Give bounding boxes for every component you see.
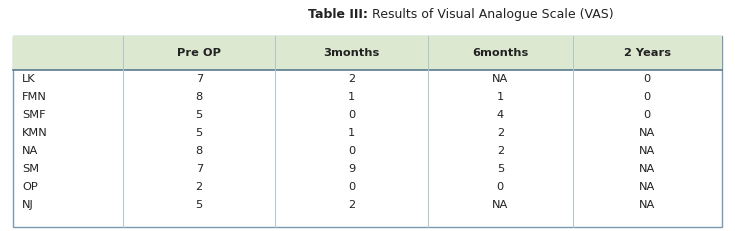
Text: 0: 0	[348, 146, 355, 156]
Text: Pre OP: Pre OP	[177, 48, 221, 58]
Text: 1: 1	[348, 128, 355, 138]
Text: 2: 2	[497, 128, 504, 138]
Text: NA: NA	[639, 128, 656, 138]
Text: 2: 2	[348, 200, 355, 210]
Bar	[13, 36, 722, 70]
Text: 1: 1	[348, 92, 355, 102]
Text: NA: NA	[22, 146, 38, 156]
Text: 3months: 3months	[323, 48, 380, 58]
Text: 2: 2	[196, 182, 203, 192]
Text: NJ: NJ	[22, 200, 34, 210]
Text: 5: 5	[196, 128, 203, 138]
Text: 0: 0	[497, 182, 504, 192]
Text: NA: NA	[639, 200, 656, 210]
Text: 8: 8	[196, 92, 203, 102]
Text: 6months: 6months	[472, 48, 528, 58]
Text: SMF: SMF	[22, 110, 46, 120]
Text: 7: 7	[196, 74, 203, 84]
Text: Results of Visual Analogue Scale (VAS): Results of Visual Analogue Scale (VAS)	[368, 8, 613, 21]
Text: LK: LK	[22, 74, 36, 84]
Text: 0: 0	[644, 110, 651, 120]
Text: 2: 2	[348, 74, 355, 84]
Text: FMN: FMN	[22, 92, 47, 102]
Text: 0: 0	[348, 110, 355, 120]
Text: KMN: KMN	[22, 128, 48, 138]
Text: 9: 9	[348, 164, 355, 174]
Text: Table III:: Table III:	[308, 8, 368, 21]
Text: 4: 4	[497, 110, 504, 120]
Text: SM: SM	[22, 164, 39, 174]
Text: NA: NA	[639, 146, 656, 156]
Text: 0: 0	[644, 92, 651, 102]
Text: 5: 5	[497, 164, 504, 174]
Text: 8: 8	[196, 146, 203, 156]
Text: NA: NA	[492, 200, 509, 210]
Text: 1: 1	[497, 92, 504, 102]
Text: NA: NA	[639, 164, 656, 174]
Text: 0: 0	[348, 182, 355, 192]
Text: NA: NA	[639, 182, 656, 192]
Text: 5: 5	[196, 110, 203, 120]
Text: 2: 2	[497, 146, 504, 156]
Text: OP: OP	[22, 182, 37, 192]
Text: 0: 0	[644, 74, 651, 84]
Text: NA: NA	[492, 74, 509, 84]
Text: 2 Years: 2 Years	[624, 48, 671, 58]
Bar	[13, 36, 722, 227]
Text: 7: 7	[196, 164, 203, 174]
Text: 5: 5	[196, 200, 203, 210]
